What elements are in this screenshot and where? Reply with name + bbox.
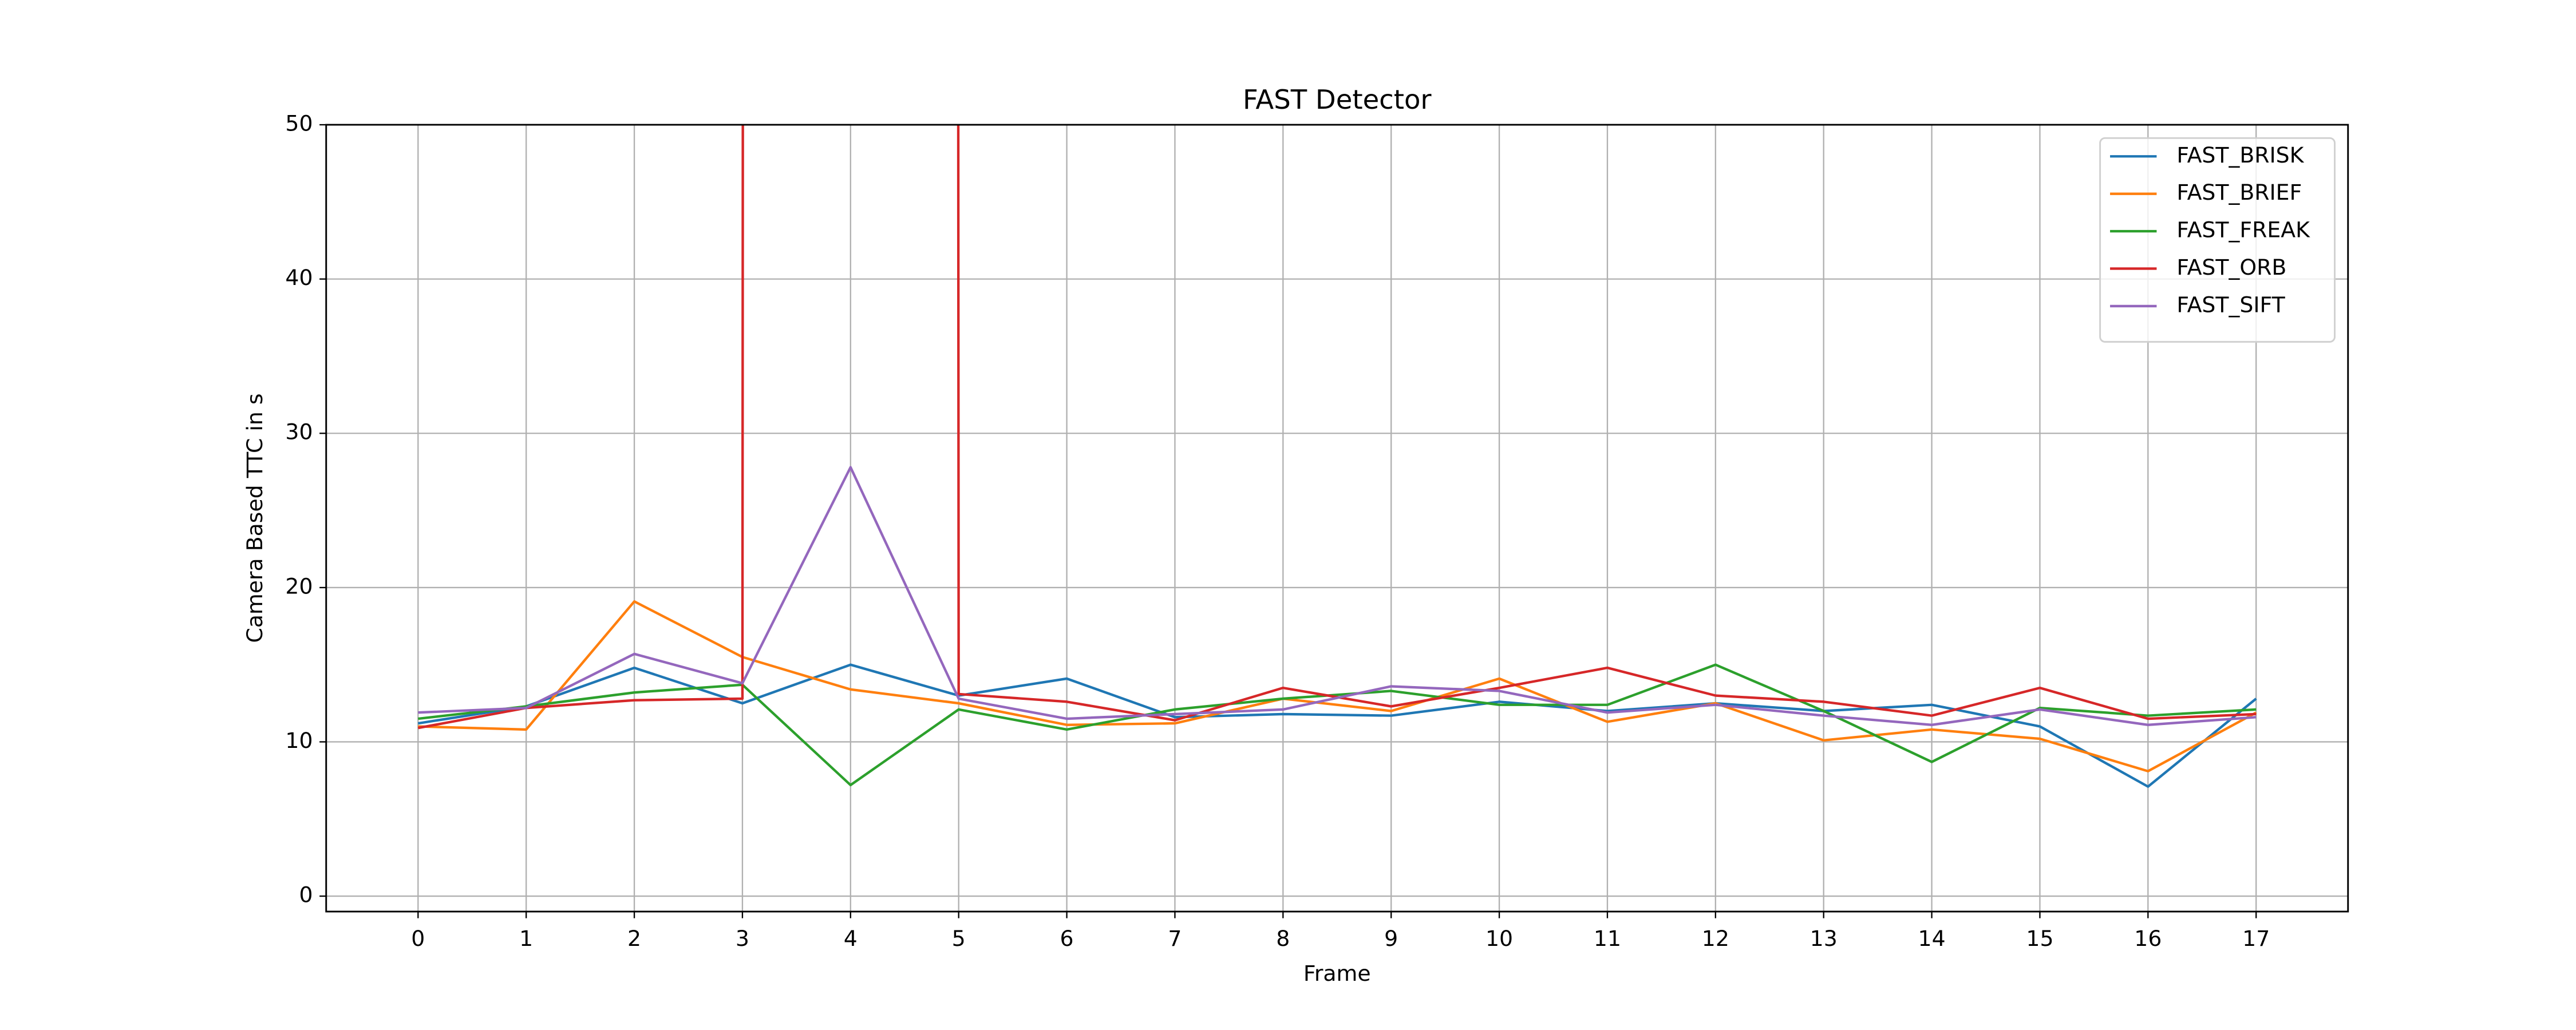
x-tick-label: 0	[411, 926, 425, 951]
legend-label: FAST_BRIEF	[2176, 180, 2302, 205]
y-tick-label: 40	[285, 265, 313, 290]
series-line	[418, 466, 2257, 726]
axes-frame	[325, 124, 2349, 913]
legend-label: FAST_FREAK	[2176, 217, 2310, 243]
x-tick-label: 1	[519, 926, 533, 951]
plot-area	[417, 125, 2257, 788]
x-tick-label: 4	[844, 926, 858, 951]
legend: FAST_BRISK FAST_BRIEF FAST_FREAK FAST_ORB FA…	[2099, 137, 2336, 343]
x-tick-label: 17	[2242, 926, 2270, 951]
x-tick-label: 11	[1594, 926, 1621, 951]
y-tick-label: 30	[285, 419, 313, 445]
x-tick-label: 10	[1485, 926, 1513, 951]
x-tick-label: 5	[952, 926, 966, 951]
x-tick-label: 3	[736, 926, 749, 951]
legend-box	[2099, 137, 2336, 343]
x-axis-label: Frame	[1303, 961, 1371, 986]
x-tick-label: 6	[1060, 926, 1074, 951]
series-line	[418, 600, 2257, 772]
legend-label: FAST_BRISK	[2176, 142, 2304, 168]
x-tick-label: 12	[1702, 926, 1729, 951]
x-tick-label: 13	[1810, 926, 1838, 951]
legend-label: FAST_SIFT	[2176, 292, 2285, 317]
series-line	[417, 663, 2257, 788]
x-tick-label: 15	[2026, 926, 2053, 951]
x-tick-label: 2	[627, 926, 641, 951]
y-axis-label: Camera Based TTC in s	[242, 393, 267, 643]
legend-label: FAST_ORB	[2176, 255, 2286, 280]
y-tick-label: 20	[285, 573, 313, 599]
x-tick-label: 16	[2134, 926, 2162, 951]
chart-title: FAST Detector	[1243, 84, 1432, 115]
y-tick-label: 10	[285, 728, 313, 753]
x-tick-label: 8	[1276, 926, 1290, 951]
series-line	[418, 663, 2257, 787]
y-tick-label: 0	[299, 882, 313, 908]
x-tick-label: 7	[1168, 926, 1182, 951]
x-tick-label: 9	[1384, 926, 1398, 951]
x-tick-label: 14	[1918, 926, 1946, 951]
y-tick-label: 50	[285, 111, 313, 136]
